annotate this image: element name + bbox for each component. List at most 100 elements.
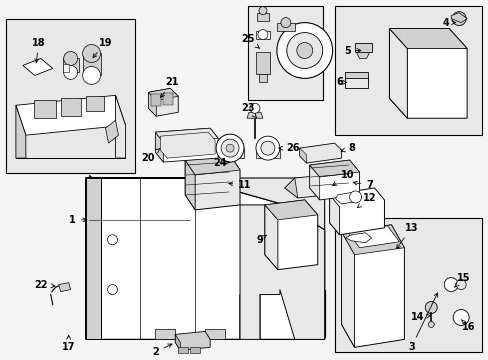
Circle shape <box>427 321 433 328</box>
Polygon shape <box>155 128 218 142</box>
Bar <box>85 96 103 111</box>
Polygon shape <box>216 148 244 158</box>
Polygon shape <box>16 105 26 158</box>
Circle shape <box>63 66 78 80</box>
Bar <box>6 19 135 173</box>
Circle shape <box>258 30 267 40</box>
Bar <box>151 94 161 106</box>
Text: 10: 10 <box>332 170 354 186</box>
Circle shape <box>63 51 78 66</box>
Polygon shape <box>185 155 240 210</box>
Bar <box>334 218 481 352</box>
Bar <box>334 6 481 135</box>
Polygon shape <box>240 205 324 339</box>
Text: 15: 15 <box>453 273 470 287</box>
Polygon shape <box>255 31 269 39</box>
Circle shape <box>443 278 457 292</box>
Bar <box>256 13 268 21</box>
Circle shape <box>296 42 312 58</box>
Text: 26: 26 <box>278 143 299 153</box>
Text: 21: 21 <box>160 77 179 97</box>
Text: 11: 11 <box>228 180 251 190</box>
Polygon shape <box>23 58 53 75</box>
Text: 24: 24 <box>213 158 229 168</box>
Circle shape <box>221 139 239 157</box>
Text: 5: 5 <box>344 45 360 55</box>
Circle shape <box>261 141 274 155</box>
Text: 18: 18 <box>32 37 45 63</box>
Polygon shape <box>309 160 359 200</box>
Text: 3: 3 <box>407 293 437 352</box>
Bar <box>190 347 200 353</box>
Text: 22: 22 <box>34 280 55 289</box>
Polygon shape <box>88 175 324 337</box>
Polygon shape <box>276 23 294 31</box>
Circle shape <box>349 191 361 203</box>
Text: 14: 14 <box>410 312 429 323</box>
Text: 7: 7 <box>352 180 372 190</box>
Polygon shape <box>105 120 118 143</box>
Text: 16: 16 <box>460 320 475 332</box>
Polygon shape <box>264 205 277 270</box>
Circle shape <box>82 45 101 62</box>
Polygon shape <box>85 178 101 339</box>
Text: 25: 25 <box>241 33 259 48</box>
Text: 1: 1 <box>69 215 87 225</box>
Polygon shape <box>450 13 466 23</box>
Polygon shape <box>285 175 337 198</box>
Polygon shape <box>329 188 384 235</box>
Circle shape <box>107 235 117 245</box>
Polygon shape <box>341 225 404 347</box>
Polygon shape <box>148 88 178 116</box>
Polygon shape <box>388 28 407 118</box>
Circle shape <box>82 67 101 84</box>
Polygon shape <box>148 88 178 100</box>
Polygon shape <box>299 148 306 163</box>
Polygon shape <box>299 143 341 163</box>
Bar <box>247 6 322 100</box>
Bar <box>61 98 81 116</box>
Bar <box>163 93 173 105</box>
Polygon shape <box>329 195 339 235</box>
Bar <box>259 75 266 82</box>
Polygon shape <box>115 95 125 158</box>
Polygon shape <box>341 232 354 347</box>
Polygon shape <box>82 54 101 75</box>
Polygon shape <box>388 28 466 118</box>
Polygon shape <box>264 200 317 270</box>
Text: 20: 20 <box>142 148 160 163</box>
Polygon shape <box>85 178 324 230</box>
Text: 23: 23 <box>241 103 256 118</box>
Circle shape <box>451 12 465 26</box>
Text: 17: 17 <box>62 335 75 352</box>
Polygon shape <box>347 226 399 248</box>
Bar <box>34 100 56 118</box>
Circle shape <box>455 280 465 289</box>
Circle shape <box>276 23 332 78</box>
Text: 9: 9 <box>256 235 266 245</box>
Polygon shape <box>335 192 361 204</box>
Polygon shape <box>388 28 466 49</box>
Polygon shape <box>148 92 156 116</box>
Circle shape <box>225 144 234 152</box>
Polygon shape <box>246 112 263 118</box>
Polygon shape <box>354 42 371 53</box>
Polygon shape <box>185 155 240 175</box>
Polygon shape <box>356 53 369 58</box>
Polygon shape <box>309 160 359 177</box>
Circle shape <box>216 134 244 162</box>
Circle shape <box>425 302 436 314</box>
Text: 13: 13 <box>396 223 417 249</box>
Circle shape <box>452 310 468 325</box>
Circle shape <box>249 103 260 113</box>
Text: 2: 2 <box>152 344 172 357</box>
Polygon shape <box>85 178 324 339</box>
Polygon shape <box>185 160 195 210</box>
Polygon shape <box>155 329 175 339</box>
Polygon shape <box>155 132 163 162</box>
Bar <box>255 53 269 75</box>
Text: 8: 8 <box>341 143 354 153</box>
Circle shape <box>280 18 290 28</box>
Polygon shape <box>344 78 367 88</box>
Text: 19: 19 <box>93 37 112 58</box>
